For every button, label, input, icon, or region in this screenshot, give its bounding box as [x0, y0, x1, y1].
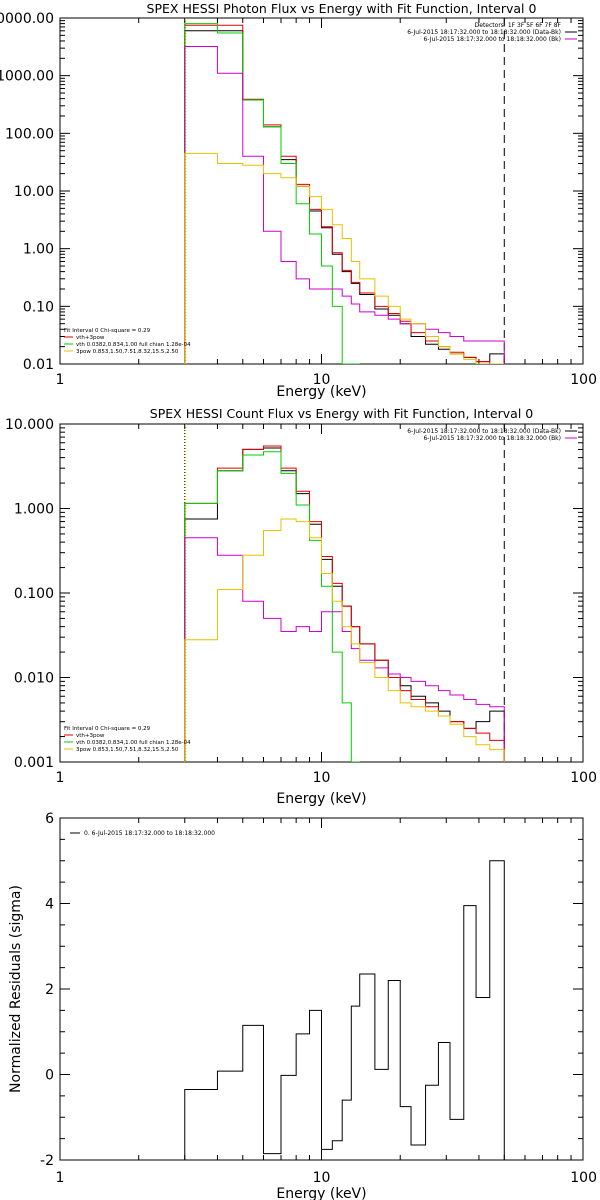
- series-line-4: [184, 152, 505, 364]
- chart-panel-2: 1 10 100 -2 0 2 4 6 Energy (keV) Normalized Resid…: [8, 811, 597, 1200]
- chart-title: SPEX HESSI Photon Flux vs Energy with Fi…: [147, 1, 537, 16]
- x-tick-label: 100: [570, 1170, 597, 1186]
- x-axis-label: Energy (keV): [276, 791, 366, 807]
- legend-entry: vth 0.0382,0.834,1.00 full chian 1.28e-0…: [76, 342, 191, 348]
- y-tick-label: 0.001: [14, 755, 54, 771]
- series-line-0: [184, 860, 505, 1160]
- legend-entry: Detectors: 1F 3F 5F 6F 7F 8F: [475, 22, 562, 29]
- legend-entry: vth 0.0382,0.834,1.00 full chian 1.28e-0…: [76, 740, 191, 746]
- x-tick-label: 1: [56, 1170, 65, 1186]
- series-line-3: [184, 46, 505, 364]
- x-axis-label: Energy (keV): [276, 384, 366, 400]
- legend-entry: 6-Jul-2015 18:17:32.000 to 18:18:32.000 …: [423, 435, 561, 442]
- series-line-2: [184, 451, 360, 762]
- y-tick-label: 0.100: [14, 586, 54, 602]
- legend-entry: 6-Jul-2015 18:17:32.000 to 18:18:32.000 …: [423, 36, 561, 43]
- y-tick-label: 4: [45, 897, 54, 913]
- x-tick-label: 10: [313, 372, 331, 388]
- y-tick-label: 0: [45, 1068, 54, 1084]
- series-line-2: [184, 23, 360, 364]
- legend-entry: Fit Interval 0 Chi-square = 0.29: [64, 328, 151, 334]
- y-tick-label: 10.000: [5, 417, 54, 433]
- legend-entry: 3pow 0.853,1.50,7.51,8.32,15.5,2.50: [76, 747, 179, 753]
- legend-entry: vth+3pow: [76, 733, 105, 739]
- series-line-0: [184, 447, 505, 762]
- y-tick-label: 1.00: [23, 242, 54, 258]
- legend-entry: 6-Jul-2015 18:17:32.000 to 18:18:32.000 …: [407, 29, 561, 36]
- x-axis-label: Energy (keV): [276, 1186, 366, 1200]
- x-tick-label: 100: [570, 770, 597, 786]
- series-line-1: [184, 24, 505, 364]
- y-tick-label: 1000.00: [0, 69, 54, 85]
- legend-entry: vth+3pow: [76, 335, 105, 341]
- chart-panel-1: 1 10 100 0.001 0.010 0.100 1.000 10.000 SPEX HES…: [5, 406, 597, 807]
- legend-entry: 0. 6-Jul-2015 18:17:32.000 to 18:18:32.0…: [84, 830, 215, 837]
- y-tick-label: 2: [45, 982, 54, 998]
- x-tick-label: 1: [56, 770, 65, 786]
- legend-entry: Fit Interval 0 Chi-square = 0.29: [64, 726, 151, 732]
- chart-title: SPEX HESSI Count Flux vs Energy with Fit…: [150, 406, 533, 421]
- series-line-0: [184, 30, 505, 364]
- y-tick-label: 6: [45, 811, 54, 827]
- x-tick-label: 100: [570, 372, 597, 388]
- y-tick-label: -2: [40, 1153, 54, 1169]
- series-line-3: [184, 537, 505, 762]
- y-tick-label: 0.01: [23, 357, 54, 373]
- y-tick-label: 10000.00: [0, 11, 54, 27]
- x-tick-label: 10: [313, 770, 331, 786]
- y-tick-label: 0.010: [14, 671, 54, 687]
- y-tick-label: 1.000: [14, 502, 54, 518]
- x-tick-label: 10: [313, 1170, 331, 1186]
- y-tick-label: 0.10: [23, 299, 54, 315]
- legend-entry: 3pow 0.853,1.50,7.51,8.32,15.5,2.50: [76, 349, 179, 355]
- series-line-4: [184, 518, 505, 762]
- series-line-1: [184, 445, 505, 762]
- y-axis-label: Normalized Residuals (sigma): [8, 885, 24, 1093]
- x-tick-label: 1: [56, 372, 65, 388]
- y-tick-label: 10.00: [14, 184, 54, 200]
- chart-panel-0: 1 10 100 0.01 0.10 1.00 10.00 100.00 1000.00 1000…: [0, 1, 597, 400]
- legend-entry: 6-Jul-2015 18:17:32.000 to 18:18:32.000 …: [407, 428, 561, 435]
- y-tick-label: 100.00: [5, 126, 54, 142]
